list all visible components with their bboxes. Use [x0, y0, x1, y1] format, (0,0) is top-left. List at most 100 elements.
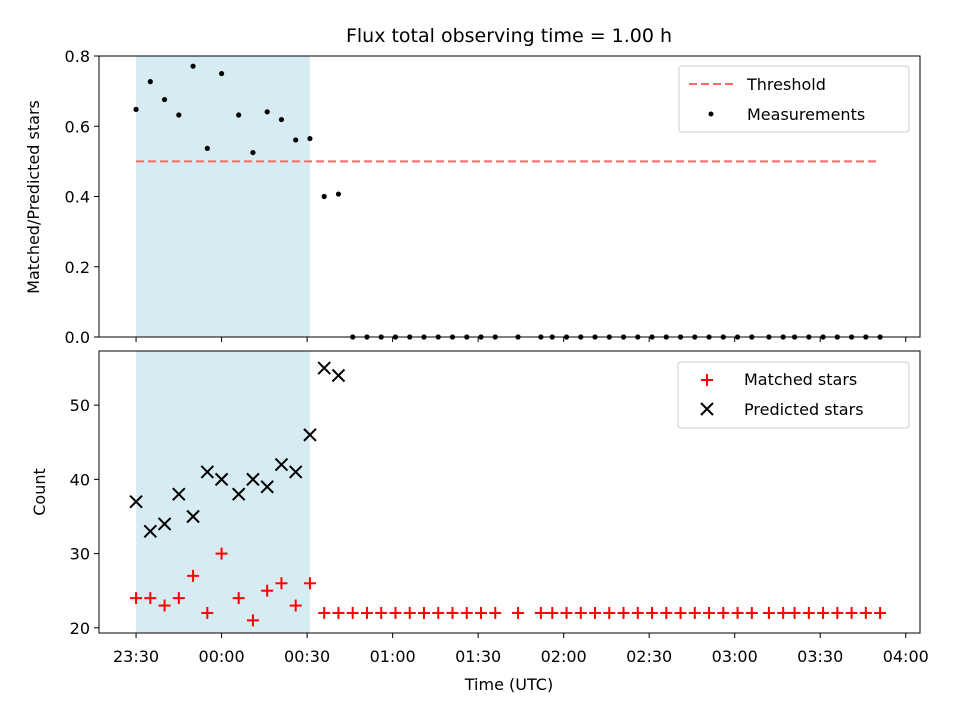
predicted-star-point	[157, 517, 172, 531]
predicted-star-point	[274, 457, 289, 472]
measurement-point	[250, 149, 256, 156]
measurement-point	[321, 193, 327, 200]
predicted-star-point	[260, 480, 274, 494]
predicted-star-point-b	[172, 487, 186, 501]
bottom-x-tick-label: 03:30	[797, 647, 843, 666]
matched-star-point	[560, 606, 573, 619]
measurement-point	[293, 137, 299, 143]
matched-star-point	[375, 606, 388, 619]
bottom-shaded-region	[136, 351, 310, 633]
matched-star-point	[246, 614, 259, 627]
matched-star-point	[660, 606, 673, 619]
matched-star-point	[674, 606, 687, 619]
predicted-star-point	[214, 472, 229, 487]
top-axes-frame	[98, 55, 921, 338]
bottom-x-tick-label: 01:30	[455, 647, 501, 666]
matched-star-point	[817, 606, 830, 619]
bottom-x-tick-label: 00:00	[199, 647, 245, 666]
predicted-star-point	[317, 361, 331, 375]
top-legend-box	[678, 65, 910, 133]
predicted-star-point-b	[260, 480, 274, 494]
measurement-point	[307, 135, 313, 142]
predicted-star-point-b	[303, 428, 317, 442]
measurement-point	[264, 109, 270, 115]
bottom-x-tick-label: 23:30	[113, 647, 159, 666]
matched-star-point	[617, 606, 630, 619]
legend-matched-swatch	[701, 374, 713, 386]
predicted-star-point-b	[143, 524, 158, 539]
bottom-x-tick-label: 03:00	[712, 647, 758, 666]
bottom-x-tick-label: 00:30	[284, 647, 330, 666]
matched-star-point	[831, 606, 844, 619]
bottom-x-tick-label: 04:00	[883, 647, 929, 666]
predicted-star-point-b	[129, 494, 143, 509]
bottom-y-axis-label: Count	[30, 468, 49, 516]
bottom-y-tick-label: 30	[70, 545, 90, 564]
predicted-star-point	[331, 368, 346, 383]
bottom-y-tick-label: 50	[70, 396, 90, 415]
measurement-point	[218, 70, 225, 77]
predicted-star-point-b	[200, 465, 215, 479]
predicted-star-point-b	[317, 361, 331, 375]
matched-star-point	[703, 606, 716, 619]
matched-star-point	[574, 606, 587, 619]
x-axis-label: Time (UTC)	[464, 675, 553, 694]
matched-star-point	[215, 547, 228, 560]
matched-star-point	[874, 606, 887, 619]
top-y-tick-label: 0.4	[65, 188, 90, 207]
matched-star-point	[589, 606, 602, 619]
matched-star-point	[460, 606, 473, 619]
bottom-axes-frame	[98, 350, 921, 634]
bottom-y-tick-label: 20	[70, 619, 90, 638]
bottom-legend-box	[677, 361, 910, 429]
top-x-ticks	[135, 337, 907, 342]
matched-star-point	[731, 606, 744, 619]
predicted-star-point-b	[186, 509, 200, 524]
predicted-star-point	[231, 487, 246, 501]
matched-star-point	[534, 606, 547, 619]
measurement-point	[204, 145, 210, 151]
measurement-point	[236, 112, 242, 118]
top-y-axis-label: Matched/Predicted stars	[24, 100, 43, 294]
top-y-tick-label: 0.6	[65, 117, 90, 136]
legend-measurements-label: Measurements	[747, 105, 865, 124]
measurement-point	[147, 79, 153, 85]
matched-star-point	[631, 606, 644, 619]
predicted-star-point	[288, 465, 303, 479]
top-y-tick-label: 0.2	[65, 258, 90, 277]
matched-star-point	[474, 606, 487, 619]
bottom-y-ticks: 20 30 40 50	[70, 396, 99, 638]
matched-star-point	[403, 606, 416, 619]
matched-star-point	[688, 606, 701, 619]
predicted-star-point-b	[231, 487, 246, 501]
matched-star-point	[417, 606, 430, 619]
predicted-star-points	[129, 361, 346, 539]
bottom-x-tick-label: 02:30	[626, 647, 672, 666]
matched-star-point	[201, 606, 214, 619]
predicted-star-point	[143, 524, 158, 539]
bottom-legend: Matched stars Predicted stars	[677, 361, 910, 429]
matched-star-point	[158, 599, 171, 612]
matched-star-point	[303, 577, 316, 590]
predicted-star-point	[303, 428, 317, 442]
predicted-star-point-b	[331, 368, 346, 383]
legend-measurements-swatch	[708, 111, 714, 117]
matched-star-point	[845, 606, 858, 619]
bottom-x-tick-label: 02:00	[541, 647, 587, 666]
matched-star-point	[546, 606, 559, 619]
matched-star-point	[332, 606, 345, 619]
matched-star-point	[144, 592, 157, 605]
measurement-point	[133, 106, 139, 112]
chart-title: Flux total observing time = 1.00 h	[346, 25, 672, 47]
matched-star-point	[289, 599, 302, 612]
predicted-star-point-b	[157, 517, 172, 531]
matched-star-point	[275, 577, 288, 590]
matched-star-point	[745, 606, 758, 619]
predicted-star-point	[172, 487, 186, 501]
matched-star-point	[432, 606, 445, 619]
top-legend: Threshold Measurements	[678, 65, 910, 133]
legend-threshold-label: Threshold	[746, 75, 826, 94]
matched-star-point	[802, 606, 815, 619]
matched-star-point	[346, 606, 359, 619]
